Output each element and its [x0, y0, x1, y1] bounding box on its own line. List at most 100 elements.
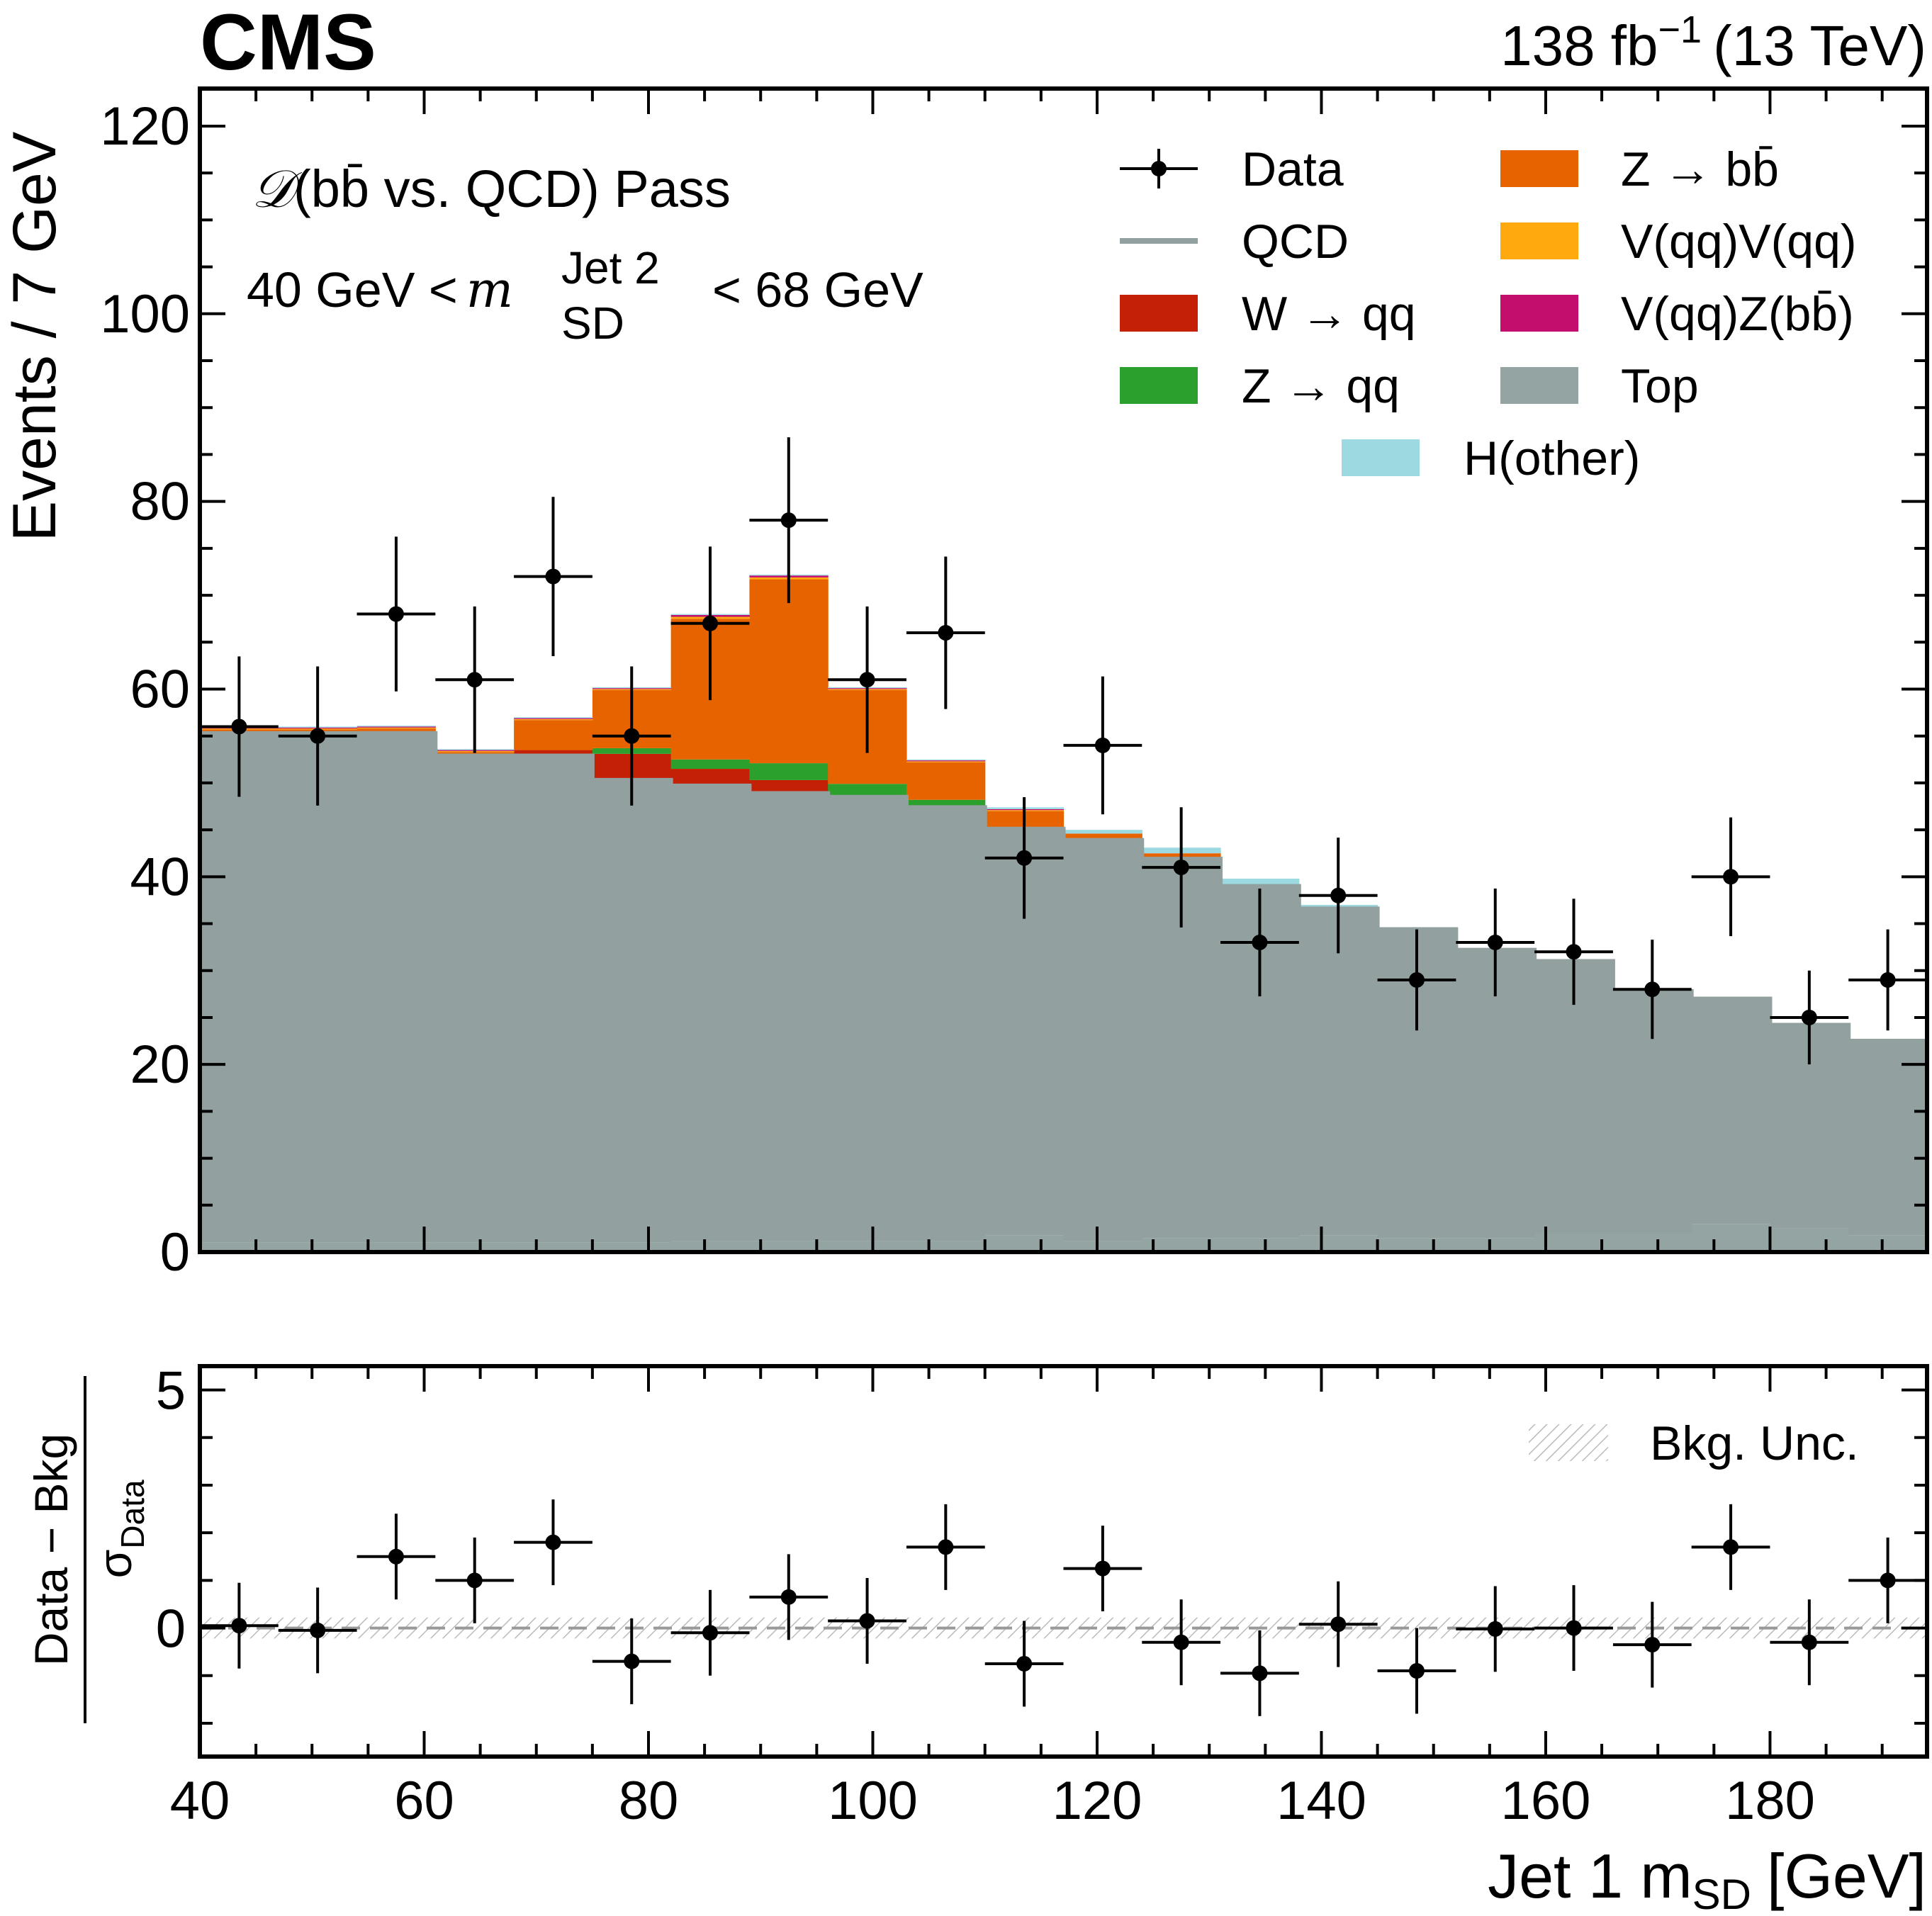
ratio-point-13	[1220, 1630, 1299, 1716]
bar-top-14	[1298, 1235, 1378, 1252]
bar-top-12	[1142, 1238, 1221, 1252]
svg-text:QCD: QCD	[1242, 215, 1349, 269]
bar-top-16	[1456, 1238, 1535, 1252]
x-tick-label-100: 100	[828, 1771, 918, 1831]
data-point-13	[1220, 888, 1299, 997]
data-point-7	[749, 437, 829, 604]
data-point-16	[1456, 888, 1535, 997]
ratio-point-3	[435, 1537, 515, 1623]
ratio-point-7	[749, 1554, 829, 1640]
data-point-10	[984, 797, 1064, 919]
ratio-point-16	[1456, 1586, 1535, 1672]
category-text: (bb̄ vs. QCD) Pass	[293, 159, 731, 218]
ratio-point-14	[1298, 1581, 1378, 1667]
bar-z_qq-9	[906, 799, 986, 807]
bar-z_bb-2	[356, 728, 436, 732]
y-tick-label-20: 20	[130, 1035, 190, 1095]
data-point-20	[1770, 970, 1849, 1065]
data-point-0	[200, 656, 279, 797]
mass-window-hi: < 68 GeV	[712, 262, 923, 317]
svg-text:V(qq)Z(bb̄): V(qq)Z(bb̄)	[1621, 287, 1854, 341]
ratio-y-tick-labels: 05	[156, 1361, 186, 1659]
category-annotation: 𝒟(bb̄ vs. QCD) Pass	[252, 159, 731, 220]
svg-text:Top: Top	[1621, 359, 1699, 413]
bkg-unc-bin-11	[1063, 1617, 1142, 1639]
bar-vz_bb-4	[514, 718, 593, 719]
svg-text:Z → qq: Z → qq	[1242, 359, 1400, 413]
ratio-point-12	[1142, 1599, 1221, 1686]
bar-top-1	[278, 1242, 358, 1252]
main-y-tick-labels: 0 20 40 60 80 100 120	[100, 96, 190, 1283]
data-point-12	[1142, 807, 1221, 928]
legend-entry-z-qq: Z → qq	[1120, 359, 1400, 413]
svg-text:Jet 1 mSD[GeV]: Jet 1 mSD [GeV]	[1488, 1841, 1926, 1916]
x-axis-label-main: Jet 1 m	[1488, 1841, 1692, 1911]
bar-top-8	[828, 1241, 907, 1252]
x-axis-label-sub: SD	[1692, 1871, 1751, 1916]
main-ticks	[198, 89, 1927, 1253]
data-point-8	[828, 606, 906, 753]
bar-top-21	[1848, 1235, 1927, 1252]
x-tick-label-60: 60	[394, 1771, 454, 1831]
lumi-value: 138 fb	[1500, 14, 1658, 77]
x-tick-label-160: 160	[1501, 1771, 1591, 1831]
bar-qcd-4	[514, 755, 593, 1243]
bar-top-13	[1220, 1238, 1300, 1252]
mass-superscript: Jet 2	[561, 242, 660, 293]
bar-top-18	[1612, 1233, 1692, 1252]
data-point-14	[1298, 838, 1378, 954]
ratio-y-numerator: Data − Bkg	[25, 1433, 77, 1666]
x-tick-labels: 40 60 80 100 120 140 160 180	[170, 1771, 1815, 1831]
ratio-point-15	[1377, 1628, 1456, 1714]
bar-w_qq-6	[670, 769, 751, 786]
ratio-point-9	[906, 1504, 985, 1590]
ratio-legend-label: Bkg. Unc.	[1650, 1416, 1859, 1470]
svg-text:W → qq: W → qq	[1242, 287, 1416, 341]
ratio-y-denominator: σ	[89, 1550, 141, 1579]
bar-qcd-17	[1534, 961, 1614, 1234]
ratio-point-10	[984, 1621, 1064, 1707]
ratio-point-1	[278, 1587, 357, 1674]
legend-entry-data: Data	[1120, 142, 1344, 196]
ratio-ticks	[198, 1366, 1927, 1757]
ratio-point-0	[200, 1582, 279, 1669]
bar-z_qq-7	[749, 763, 829, 780]
y-tick-label-80: 80	[130, 472, 190, 532]
mass-window-lo: 40 GeV <	[247, 262, 458, 317]
legend: Data Z → bb̄ QCD V(qq)V(qq) W → qq V(qq)…	[1120, 142, 1857, 485]
ratio-y-axis-label: Data − Bkg σ Data	[25, 1376, 151, 1723]
x-axis-label-unit: [GeV]	[1767, 1841, 1926, 1911]
legend-entry-h-other: H(other)	[1342, 432, 1640, 485]
lumi-label: 138 fb−1 (13 TeV)	[1500, 9, 1926, 77]
ratio-panel: 05 40 60 80 100 120 140 160 180 Data − Bkg σ Da…	[25, 1361, 1929, 1916]
bar-qcd-14	[1298, 908, 1378, 1236]
bar-top-7	[749, 1241, 829, 1252]
legend-entry-w-qq: W → qq	[1120, 287, 1416, 341]
data-point-15	[1377, 929, 1456, 1031]
bkg-unc-bin-2	[356, 1617, 436, 1639]
mass-window-annotation: 40 GeV < m Jet 2 SD < 68 GeV	[247, 242, 923, 349]
data-point-3	[435, 606, 515, 753]
y-tick-label-100: 100	[100, 284, 190, 344]
x-tick-label-80: 80	[619, 1771, 679, 1831]
stack-layer	[200, 574, 1927, 1252]
bar-h_other-11	[1063, 830, 1142, 834]
legend-entry-qcd: QCD	[1120, 215, 1349, 269]
ratio-data-layer	[200, 1499, 1927, 1716]
bar-qcd-9	[906, 807, 986, 1241]
bar-vv-4	[514, 718, 593, 721]
bar-top-10	[984, 1235, 1065, 1252]
svg-text:138 fb−1(13 TeV): 138 fb−1 (13 TeV)	[1500, 9, 1926, 77]
bar-top-2	[356, 1242, 436, 1252]
x-axis-label: Jet 1 mSD [GeV]	[1488, 1841, 1926, 1916]
ratio-point-18	[1612, 1601, 1692, 1688]
data-point-6	[670, 546, 750, 701]
legend-entry-z-bb: Z → bb̄	[1500, 142, 1779, 196]
bar-qcd-19	[1691, 998, 1771, 1224]
ratio-point-6	[670, 1589, 750, 1676]
bar-qcd-16	[1456, 949, 1535, 1239]
ratio-point-2	[356, 1514, 436, 1600]
x-tick-label-40: 40	[170, 1771, 230, 1831]
bar-w_qq-7	[749, 779, 829, 794]
bar-qcd-6	[670, 785, 751, 1241]
